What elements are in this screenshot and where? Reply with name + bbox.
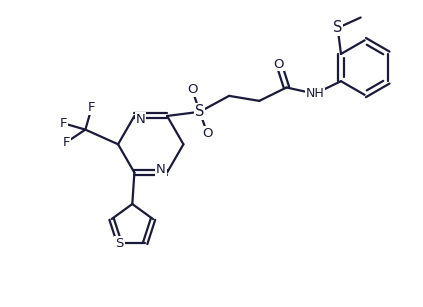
Text: F: F (60, 117, 67, 130)
Text: S: S (195, 104, 204, 119)
Text: N: N (156, 163, 166, 176)
Text: F: F (63, 136, 70, 149)
Text: O: O (187, 84, 198, 96)
Text: F: F (88, 101, 96, 114)
Text: S: S (115, 237, 124, 250)
Text: NH: NH (306, 87, 324, 100)
Text: N: N (136, 113, 146, 126)
Text: O: O (202, 127, 213, 140)
Text: S: S (333, 21, 342, 36)
Text: O: O (274, 57, 284, 71)
